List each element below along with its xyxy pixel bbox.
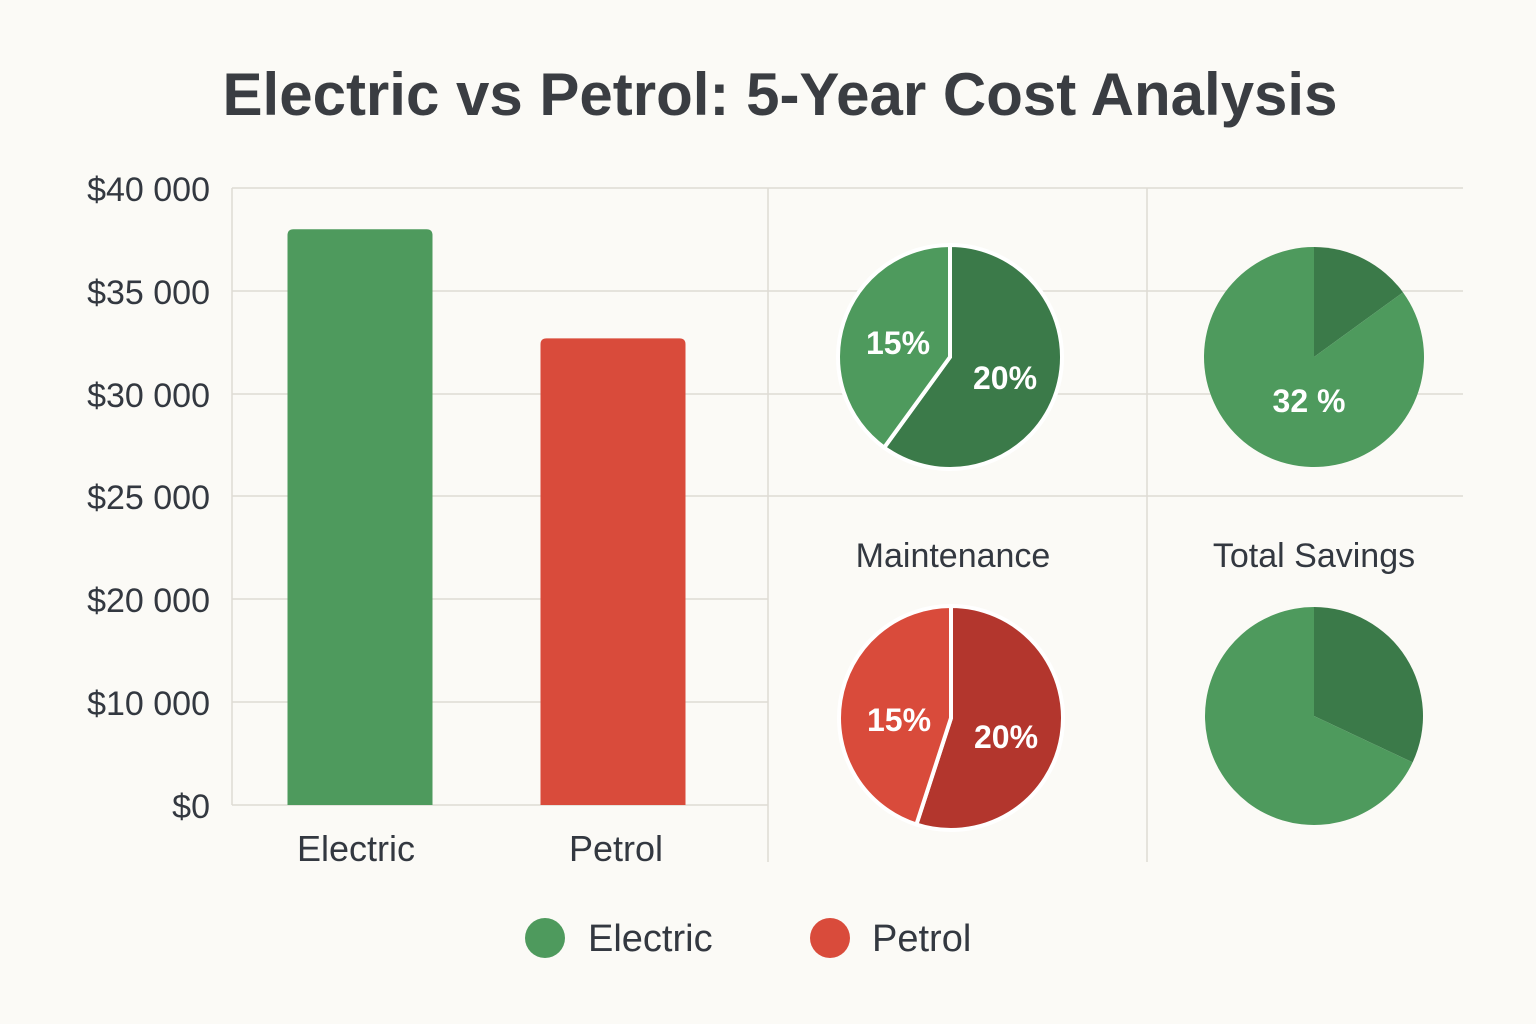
y-tick-label: $30 000 xyxy=(87,377,210,415)
maintenance-pie-title: Maintenance xyxy=(856,537,1051,575)
total-savings-pie-chart xyxy=(1205,607,1423,825)
legend-petrol-label: Petrol xyxy=(872,918,971,960)
pie-slice-label: 20% xyxy=(973,360,1037,396)
pie-slice xyxy=(913,603,1065,832)
y-tick-label: $40 000 xyxy=(87,171,210,209)
pie-slice xyxy=(1314,247,1403,357)
pie-chart-top-right: 32 % xyxy=(1203,247,1424,468)
pie-slice xyxy=(836,242,952,451)
maintenance-pie-chart: 15% 20% xyxy=(837,603,1065,832)
pie-slice xyxy=(1314,607,1423,763)
legend-electric-swatch xyxy=(525,918,565,958)
y-tick-label: $10 000 xyxy=(87,685,210,723)
bar-chart-x-axis: Electric Petrol xyxy=(297,828,663,869)
chart-title: Electric vs Petrol: 5-Year Cost Analysis xyxy=(223,61,1338,128)
legend: Electric Petrol xyxy=(525,918,971,960)
pie-slice xyxy=(837,603,953,828)
y-tick-label: $25 000 xyxy=(87,479,210,517)
pie-slice-label: 32 % xyxy=(1273,383,1346,419)
x-tick-label: Electric xyxy=(297,828,415,869)
legend-electric-label: Electric xyxy=(588,918,713,960)
legend-petrol-swatch xyxy=(810,918,850,958)
pie-slice-label: 20% xyxy=(974,719,1038,755)
y-tick-label: $35 000 xyxy=(87,274,210,312)
bar-chart-y-axis: $0 $10 000 $20 000 $25 000 $30 000 $35 000 $40… xyxy=(87,171,210,826)
pie-slice xyxy=(1205,607,1413,825)
bar-chart-bars xyxy=(287,229,686,805)
y-tick-label: $0 xyxy=(172,788,210,826)
bar-electric xyxy=(287,229,433,805)
bar-petrol xyxy=(540,338,686,805)
x-tick-label: Petrol xyxy=(569,828,663,869)
pie-slice xyxy=(1203,247,1424,468)
y-tick-label: $20 000 xyxy=(87,582,210,620)
pie-slice-label: 15% xyxy=(866,325,930,361)
pie-slice-label: 15% xyxy=(867,702,931,738)
pie-chart-top-left: 15% 20% xyxy=(836,242,1064,471)
pie-slice xyxy=(881,242,1064,471)
total-savings-pie-title: Total Savings xyxy=(1213,537,1415,575)
